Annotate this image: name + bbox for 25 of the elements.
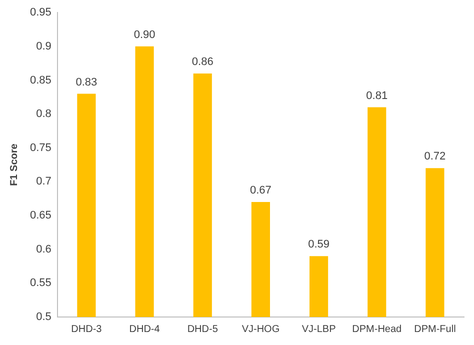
y-tick-label: 0.65 [30, 210, 52, 222]
x-tick-label: DHD-5 [187, 324, 218, 335]
data-label: 0.81 [366, 90, 388, 102]
x-tick-label: DHD-3 [71, 324, 102, 335]
y-tick-label: 0.95 [30, 6, 52, 19]
y-tick-label: 0.9 [36, 40, 52, 52]
x-tick-label: DHD-4 [129, 324, 160, 335]
y-tick-label: 0.7 [36, 176, 52, 188]
y-axis-title: F1 Score [8, 143, 20, 186]
y-tick-label: 0.75 [30, 142, 52, 154]
y-tick-label: 0.85 [30, 74, 52, 86]
data-label: 0.59 [308, 238, 330, 251]
x-tick-label: VJ-HOG [242, 324, 280, 335]
x-tick-label: DPM-Full [414, 324, 456, 335]
y-tick-label: 0.5 [36, 311, 52, 324]
data-label: 0.72 [424, 150, 446, 163]
x-tick-label: VJ-LBP [302, 324, 336, 335]
data-label: 0.67 [250, 184, 272, 197]
data-label: 0.90 [134, 28, 156, 41]
y-tick-label: 0.6 [36, 243, 52, 256]
y-tick-label: 0.55 [30, 277, 52, 290]
data-label: 0.86 [192, 56, 214, 68]
data-label: 0.83 [76, 76, 98, 88]
x-tick-label: DPM-Head [352, 324, 402, 335]
y-tick-label: 0.8 [36, 108, 52, 120]
